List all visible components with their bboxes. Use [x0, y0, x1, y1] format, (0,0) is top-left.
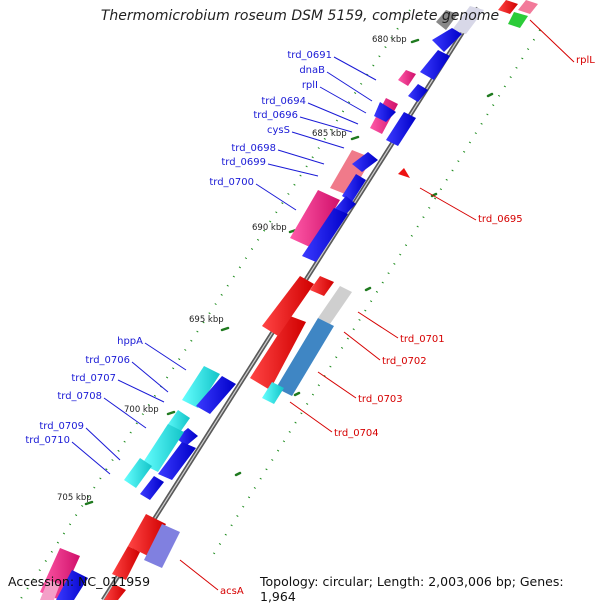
gene-pinklight-bottom: [40, 580, 60, 600]
gene-pink-trd0700: [290, 190, 340, 248]
gene-label: trd_0699: [221, 157, 266, 168]
gene-cyan-trd0704: [262, 382, 284, 404]
right-labels: rplL trd_0695 trd_0701 trd_0702 trd_0703…: [220, 55, 595, 597]
gene-label: trd_0696: [253, 110, 298, 121]
gene-steelblue-trd0703: [276, 318, 334, 396]
gene-red-top: [498, 0, 518, 14]
gene-label: trd_0700: [209, 177, 254, 188]
gene-label: trd_0708: [57, 391, 102, 402]
gene-blue: [386, 112, 416, 146]
gene-label: trd_0702: [382, 356, 427, 367]
map-title: Thermomicrobium roseum DSM 5159, complet…: [100, 8, 500, 24]
accession-text: Accession: NC_011959: [8, 574, 151, 589]
gene-blue: [176, 428, 198, 446]
gene-blue-bottom: [56, 570, 88, 600]
gene-grey-top: [436, 10, 458, 30]
gene-cyan: [124, 458, 152, 488]
gene-red-bottom: [104, 584, 126, 600]
gene-label: trd_0706: [85, 355, 130, 366]
tick-label: 695 kbp: [189, 315, 224, 325]
tick-label: 685 kbp: [312, 129, 347, 139]
gene-cyan-hppa: [182, 366, 220, 408]
gene-blue: [352, 152, 378, 172]
gene-green-rpll: [508, 12, 528, 28]
gene-cyan: [142, 424, 184, 472]
gene-label: trd_0691: [287, 50, 332, 61]
gene-blue: [196, 376, 236, 414]
gene-label: hppA: [117, 336, 143, 347]
gene-blue: [158, 442, 196, 480]
gene-label: trd_0701: [400, 334, 445, 345]
gene-red-acsa: [128, 514, 166, 556]
gene-red: [262, 276, 314, 336]
left-label-leaders: [71, 56, 377, 475]
gene-label: dnaB: [299, 65, 325, 76]
gene-label: acsA: [220, 586, 244, 597]
right-label-leaders: [179, 19, 575, 591]
gene-label: trd_0695: [478, 214, 523, 225]
gene-grey-trd0701: [318, 286, 352, 324]
gene-label: cysS: [267, 125, 290, 136]
gene-label: trd_0710: [25, 435, 70, 446]
gene-pink-dnab: [398, 70, 416, 86]
gene-blue: [140, 476, 164, 500]
genes-inner-track: [40, 6, 484, 600]
tick-label: 700 kbp: [124, 405, 159, 415]
tick-label: 690 kbp: [252, 223, 287, 233]
gene-label: trd_0704: [334, 428, 379, 439]
gene-blue: [302, 208, 348, 262]
gene-label: trd_0694: [261, 96, 306, 107]
gene-label: rplL: [576, 55, 595, 66]
gene-label: trd_0709: [39, 421, 84, 432]
left-labels: trd_0691 dnaB rplI trd_0694 trd_0696 cys…: [25, 50, 332, 446]
gene-label: trd_0703: [358, 394, 403, 405]
gene-label: rplI: [302, 80, 318, 91]
gene-label: trd_0698: [231, 143, 276, 154]
gene-label: trd_0707: [71, 373, 116, 384]
scale-labels: 680 kbp 685 kbp 690 kbp 695 kbp 700 kbp …: [57, 35, 407, 503]
gene-red-acsa2: [112, 546, 140, 580]
gene-blue: [374, 102, 396, 122]
gene-red: [250, 316, 306, 390]
gene-blue: [432, 28, 462, 52]
gene-red-trd0695: [398, 168, 410, 178]
gene-red: [310, 276, 334, 296]
gene-purple: [144, 524, 180, 568]
tick-label: 705 kbp: [57, 493, 92, 503]
gene-lightgrey-top: [452, 6, 484, 34]
gene-blue: [420, 50, 450, 80]
gene-blue: [342, 174, 366, 202]
gene-blue: [408, 84, 428, 102]
scale-tick-marks: [84, 38, 494, 506]
gene-pink-top: [518, 0, 538, 14]
tick-label: 680 kbp: [372, 35, 407, 45]
genes-outer-track: [104, 0, 538, 600]
